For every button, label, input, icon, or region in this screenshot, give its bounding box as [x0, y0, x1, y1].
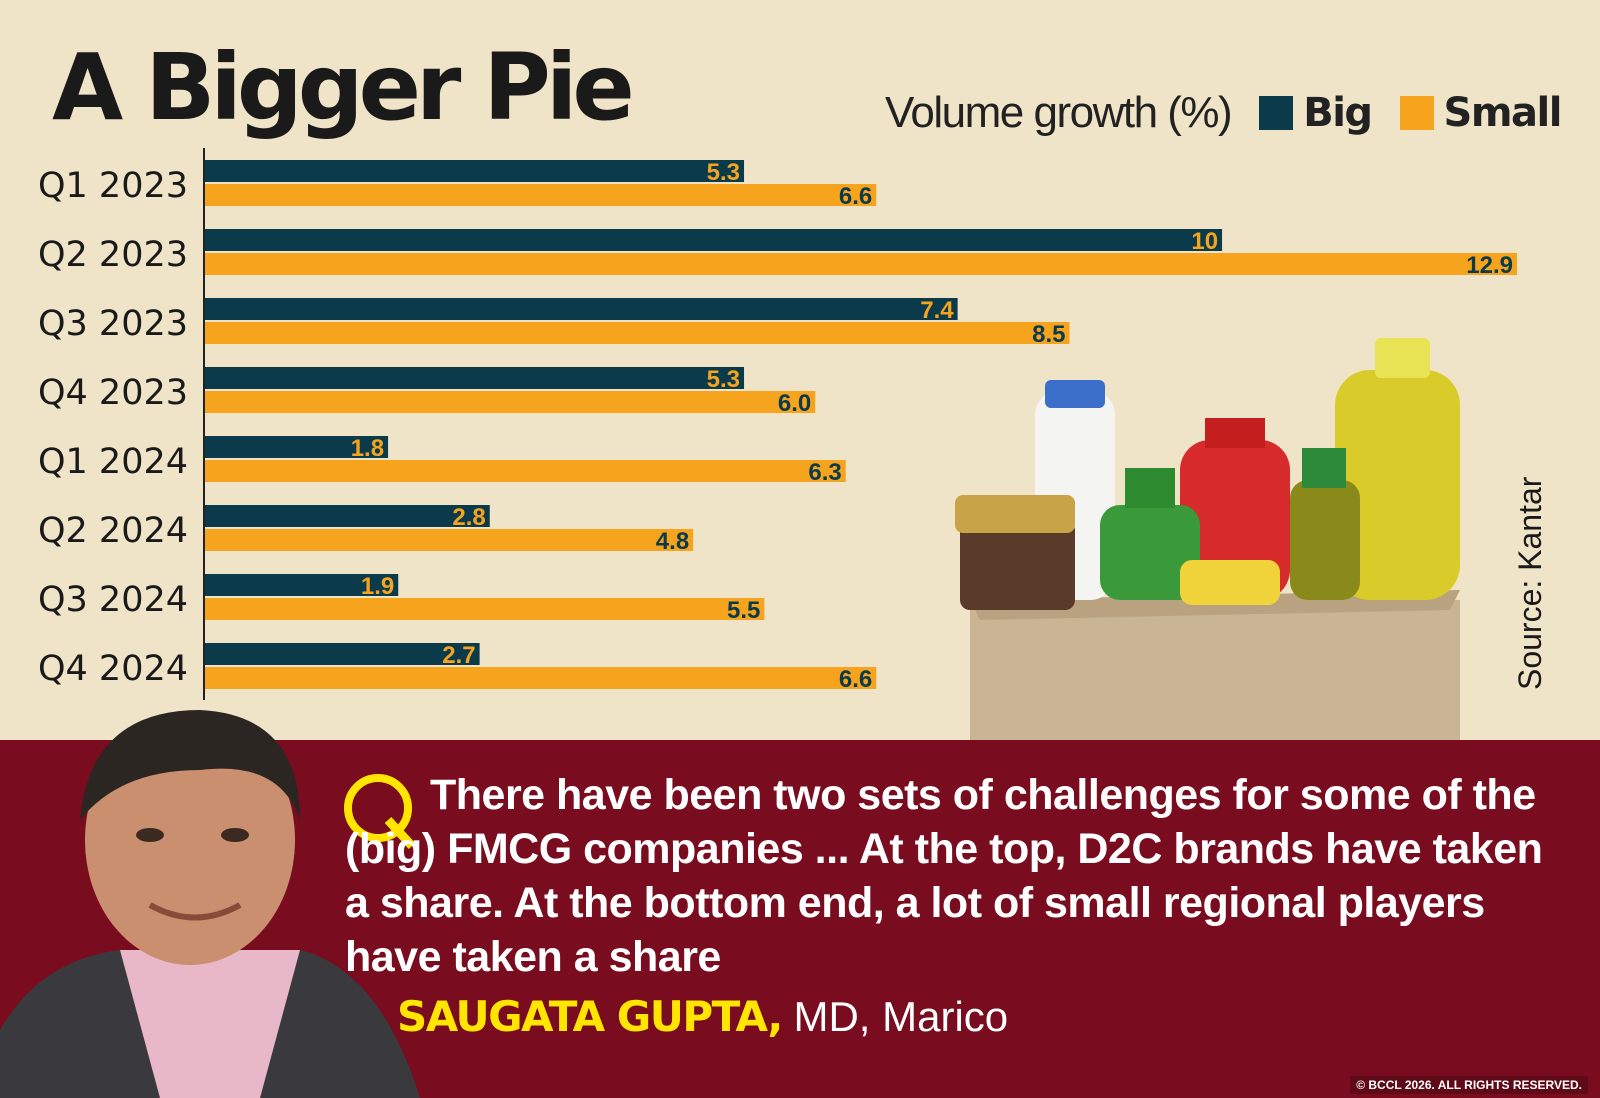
quote-attribution: SAUGATA GUPTA, MD, Marico: [397, 992, 1560, 1042]
bar-big: [205, 574, 399, 596]
data-label-big: 1.9: [361, 573, 394, 600]
data-label-small: 12.9: [1466, 252, 1513, 279]
data-label-small: 6.3: [808, 459, 841, 486]
bar-big: [205, 160, 745, 182]
legend-swatch-small: [1399, 96, 1434, 130]
legend-label: Volume growth (%): [885, 88, 1233, 137]
category-label: Q4 2023: [38, 373, 188, 413]
category-label: Q1 2023: [38, 166, 188, 206]
data-label-small: 5.5: [727, 597, 760, 624]
legend-big: Big: [1303, 90, 1373, 136]
category-label: Q2 2024: [38, 511, 188, 551]
bar-small: [205, 529, 694, 551]
bar-big: [205, 643, 480, 665]
data-label-big: 10: [1191, 228, 1218, 255]
legend: Volume growth (%) Big Small: [885, 88, 1563, 138]
category-label: Q1 2024: [38, 442, 188, 482]
category-label: Q4 2024: [38, 649, 188, 689]
source-note: Source: Kantar: [1512, 476, 1548, 690]
data-label-small: 8.5: [1032, 321, 1065, 348]
speaker-role: MD, Marico: [793, 993, 1009, 1040]
bar-small: [205, 322, 1070, 344]
bar-big: [205, 436, 389, 458]
data-label-small: 4.8: [656, 528, 689, 555]
bar-small: [205, 667, 877, 689]
bar-small: [205, 460, 846, 482]
q-quote-icon: [344, 774, 416, 850]
bar-small: [205, 184, 877, 206]
quote-text: There have been two sets of challenges f…: [345, 771, 1543, 981]
speaker-name: SAUGATA GUPTA,: [397, 992, 783, 1041]
legend-small: Small: [1443, 90, 1563, 136]
bar-big: [205, 298, 958, 320]
category-label: Q2 2023: [38, 235, 188, 275]
category-label: Q3 2023: [38, 304, 188, 344]
grocery-bag-illustration: [955, 338, 1460, 740]
data-label-big: 5.3: [707, 366, 740, 393]
data-label-small: 6.0: [778, 390, 811, 417]
legend-swatch-big: [1259, 96, 1294, 130]
data-label-big: 5.3: [707, 159, 740, 186]
bar-big: [205, 505, 490, 527]
bar-chart: Q1 2023 5.3 6.6 Q2 2023 10 12.9 Q3 2023 7.4 8.5 Q…: [38, 148, 1517, 700]
bar-small: [205, 253, 1517, 275]
data-label-big: 2.8: [452, 504, 485, 531]
copyright: © BCCL 2026. ALL RIGHTS RESERVED.: [1350, 1076, 1588, 1094]
data-label-big: 1.8: [351, 435, 384, 462]
bar-big: [205, 367, 745, 389]
quote-block: There have been two sets of challenges f…: [345, 768, 1560, 1042]
data-label-big: 2.7: [442, 642, 475, 669]
bar-big: [205, 229, 1223, 251]
data-label-small: 6.6: [839, 666, 872, 693]
category-label: Q3 2024: [38, 580, 188, 620]
data-label-small: 6.6: [839, 183, 872, 210]
bar-small: [205, 598, 765, 620]
person-photo: [0, 710, 420, 1098]
bar-small: [205, 391, 816, 413]
chart-title: A Bigger Pie: [52, 34, 635, 141]
data-label-big: 7.4: [920, 297, 954, 324]
